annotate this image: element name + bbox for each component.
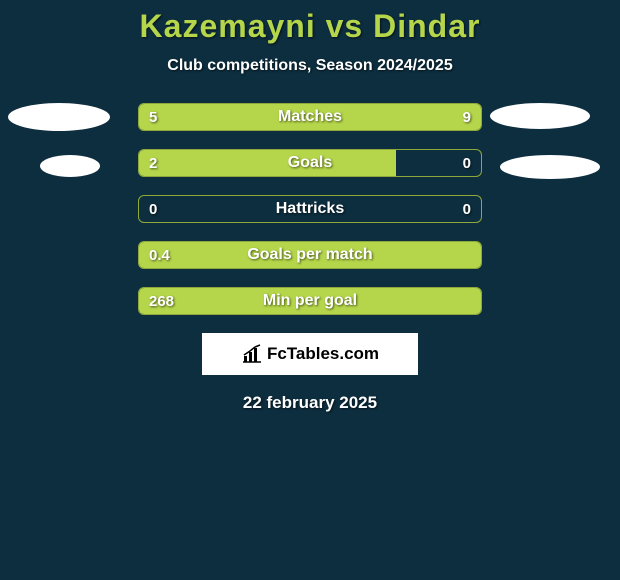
player-right-photo-placeholder <box>490 103 590 129</box>
stat-bar: 268Min per goal <box>138 287 482 315</box>
date-label: 22 february 2025 <box>0 393 620 413</box>
comparison-stage: 59Matches 20Goals 00Hattricks 0.4Goals per … <box>0 103 620 413</box>
stat-label: Matches <box>139 104 481 130</box>
bar-chart-icon <box>241 344 263 364</box>
player-left-club-placeholder <box>40 155 100 177</box>
stat-bar: 20Goals <box>138 149 482 177</box>
stat-bars-container: 59Matches 20Goals 00Hattricks 0.4Goals per … <box>0 103 620 315</box>
page-title: Kazemayni vs Dindar <box>0 0 620 45</box>
player-left-photo-placeholder <box>8 103 110 131</box>
stat-label: Goals <box>139 150 481 176</box>
stat-label: Hattricks <box>139 196 481 222</box>
player-right-club-placeholder <box>500 155 600 179</box>
stat-bar: 00Hattricks <box>138 195 482 223</box>
stat-label: Goals per match <box>139 242 481 268</box>
stat-bar: 59Matches <box>138 103 482 131</box>
source-logo: FcTables.com <box>202 333 418 375</box>
stat-bar: 0.4Goals per match <box>138 241 482 269</box>
subtitle: Club competitions, Season 2024/2025 <box>0 57 620 75</box>
logo-text: FcTables.com <box>267 344 379 364</box>
stat-label: Min per goal <box>139 288 481 314</box>
